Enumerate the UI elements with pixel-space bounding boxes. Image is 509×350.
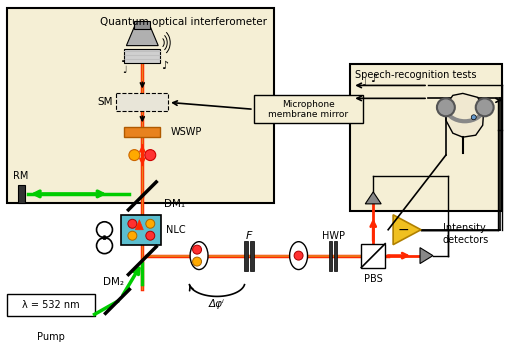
Polygon shape (126, 27, 158, 46)
Ellipse shape (289, 242, 307, 270)
Circle shape (129, 149, 139, 161)
Text: PBS: PBS (363, 274, 382, 284)
Text: λ = 532 nm: λ = 532 nm (22, 300, 79, 310)
Bar (134, 21, 150, 29)
Text: ♩: ♩ (360, 78, 365, 89)
Text: ♩: ♩ (122, 65, 126, 76)
Circle shape (294, 251, 302, 260)
Bar (249, 241, 253, 271)
Bar (253, 96, 362, 123)
Circle shape (146, 231, 154, 240)
Polygon shape (392, 215, 420, 245)
Polygon shape (364, 192, 380, 204)
Bar (18, 185, 25, 203)
Text: DM₁: DM₁ (164, 199, 185, 209)
Bar (124, 49, 160, 63)
Bar (116, 93, 168, 111)
Text: Intensity
detectors: Intensity detectors (442, 223, 488, 245)
Circle shape (475, 98, 493, 116)
Bar (329, 241, 332, 271)
Circle shape (145, 149, 155, 161)
Circle shape (146, 219, 154, 228)
Bar (334, 241, 337, 271)
Circle shape (436, 98, 454, 116)
Text: ♪: ♪ (369, 75, 376, 84)
Text: Pump: Pump (37, 332, 65, 342)
Circle shape (192, 245, 201, 254)
Ellipse shape (190, 242, 208, 270)
Text: Quantum optical interferometer: Quantum optical interferometer (99, 17, 266, 27)
Circle shape (128, 231, 136, 240)
Bar (350, 64, 501, 211)
Text: WSWP: WSWP (170, 127, 201, 137)
Text: DM₂: DM₂ (103, 276, 124, 287)
Text: ♩: ♩ (120, 54, 125, 64)
Text: NLC: NLC (166, 225, 185, 235)
Text: RM: RM (13, 171, 29, 181)
Bar (360, 244, 384, 267)
Text: SM: SM (97, 97, 112, 107)
Circle shape (102, 236, 106, 240)
Bar (121, 215, 161, 245)
Bar (243, 241, 247, 271)
Text: Microphone
membrane mirror: Microphone membrane mirror (268, 100, 348, 119)
Polygon shape (445, 93, 483, 137)
Polygon shape (135, 220, 143, 230)
Text: Speech-recognition tests: Speech-recognition tests (355, 70, 476, 80)
Text: Δφⁱ: Δφⁱ (209, 299, 224, 309)
Circle shape (128, 219, 136, 228)
Bar (7, 8, 273, 203)
Text: −: − (397, 223, 408, 237)
Polygon shape (419, 248, 432, 264)
Text: ♪: ♪ (160, 61, 167, 70)
Bar (124, 127, 160, 137)
Circle shape (192, 257, 201, 266)
Text: HWP: HWP (321, 231, 344, 241)
Bar (7, 294, 94, 316)
Text: F: F (245, 231, 251, 241)
Circle shape (470, 115, 475, 120)
